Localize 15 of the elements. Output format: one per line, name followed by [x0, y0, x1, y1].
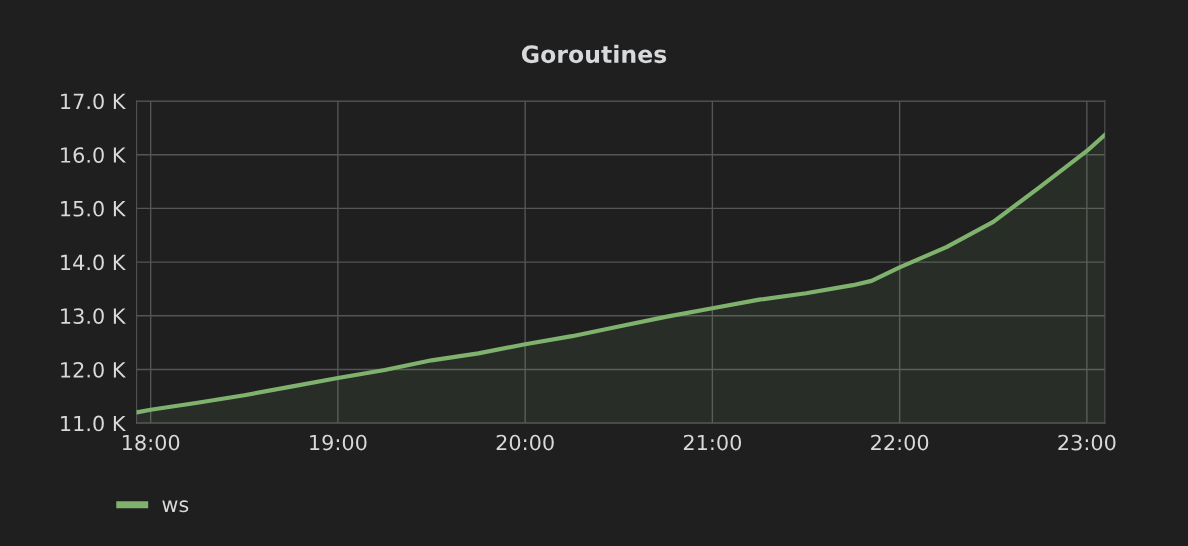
y-tick-label: 15.0 K: [61, 200, 126, 217]
y-tick-label: 16.0 K: [61, 147, 126, 163]
x-tick-label: 19:00: [310, 434, 367, 451]
legend-label: ws: [162, 500, 189, 513]
chart-title: Goroutines: [521, 44, 667, 64]
y-tick-label: 17.0 K: [61, 93, 126, 110]
y-tick-label: 12.0 K: [61, 361, 126, 378]
x-tick-label: 18:00: [122, 434, 180, 451]
y-tick-label: 11.0 K: [61, 415, 126, 432]
x-tick-label: 21:00: [683, 434, 742, 451]
x-tick-label: 23:00: [1058, 434, 1116, 451]
x-tick-label: 22:00: [871, 434, 929, 451]
y-tick-label: 13.0 K: [61, 308, 126, 324]
x-tick-label: 20:00: [496, 434, 554, 451]
y-tick-label: 14.0 K: [61, 254, 126, 271]
